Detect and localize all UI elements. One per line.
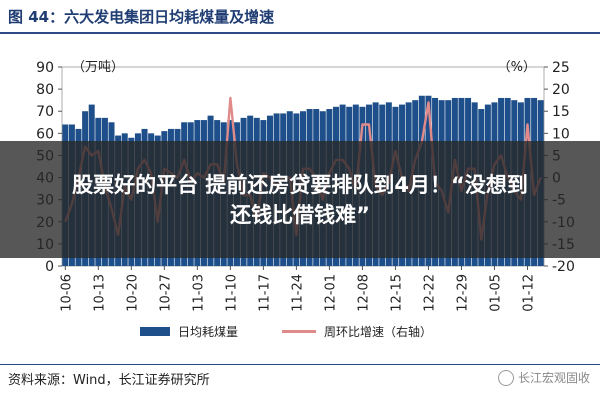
legend-swatch-line bbox=[282, 329, 317, 333]
left-axis-tick-label: 60 bbox=[36, 126, 54, 142]
figure-title: 图 44：六大发电集团日均耗煤量及增速 bbox=[8, 8, 275, 26]
legend-swatch-bar bbox=[140, 326, 170, 336]
x-axis-tick-label: 10-20 bbox=[125, 274, 140, 312]
watermark-text: 长江宏观固收 bbox=[517, 371, 590, 385]
x-axis-tick-label: 11-24 bbox=[290, 274, 305, 312]
legend-label-line: 周环比增速（右轴） bbox=[324, 324, 433, 339]
right-axis-tick-label: 15 bbox=[552, 104, 570, 120]
x-axis-tick-label: 12-22 bbox=[422, 274, 437, 312]
right-axis-tick-label: 25 bbox=[552, 60, 570, 76]
x-axis-tick-label: 11-03 bbox=[191, 274, 206, 312]
x-axis-tick-label: 12-29 bbox=[455, 274, 470, 312]
footer-divider bbox=[0, 364, 600, 365]
right-axis-tick-label: 10 bbox=[552, 126, 570, 142]
left-axis-tick-label: 80 bbox=[36, 82, 54, 98]
x-axis-tick-label: 01-05 bbox=[488, 274, 503, 312]
x-axis-tick-label: 12-08 bbox=[356, 274, 371, 312]
chart-legend: 日均耗煤量 周环比增速（右轴） bbox=[140, 322, 432, 340]
left-axis-unit: （万吨） bbox=[72, 60, 124, 75]
right-axis-tick-label: 20 bbox=[552, 82, 570, 98]
x-axis-tick-label: 12-15 bbox=[389, 274, 404, 312]
watermark-icon bbox=[497, 369, 514, 386]
x-axis-tick-label: 11-17 bbox=[257, 274, 272, 312]
left-axis-tick-label: 0 bbox=[45, 259, 54, 275]
left-axis-tick-label: 90 bbox=[36, 60, 54, 76]
legend-label-bar: 日均耗煤量 bbox=[178, 324, 239, 339]
x-axis-tick-label: 12-01 bbox=[323, 274, 338, 312]
banner-line-1: 股票好的平台 提前还房贷要排队到4月！“没想到 bbox=[72, 172, 528, 197]
title-divider bbox=[0, 32, 600, 34]
right-axis-unit: （%） bbox=[498, 60, 536, 75]
left-axis-tick-label: 70 bbox=[36, 104, 54, 120]
x-axis-tick-label: 01-12 bbox=[521, 274, 536, 312]
watermark: 长江宏观固收 bbox=[497, 369, 590, 386]
x-axis-tick-label: 10-06 bbox=[59, 274, 74, 312]
source-note: 资料来源：Wind，长江证券研究所 bbox=[8, 373, 210, 388]
x-axis-tick-label: 11-10 bbox=[224, 274, 239, 312]
right-axis-tick-label: -20 bbox=[552, 259, 575, 275]
x-axis-tick-label: 10-13 bbox=[92, 274, 107, 312]
banner-line-2: 还钱比借钱难” bbox=[230, 202, 370, 227]
x-axis-tick-label: 10-27 bbox=[158, 274, 173, 312]
overlay-banner[interactable]: 股票好的平台 提前还房贷要排队到4月！“没想到 还钱比借钱难” bbox=[0, 141, 600, 258]
